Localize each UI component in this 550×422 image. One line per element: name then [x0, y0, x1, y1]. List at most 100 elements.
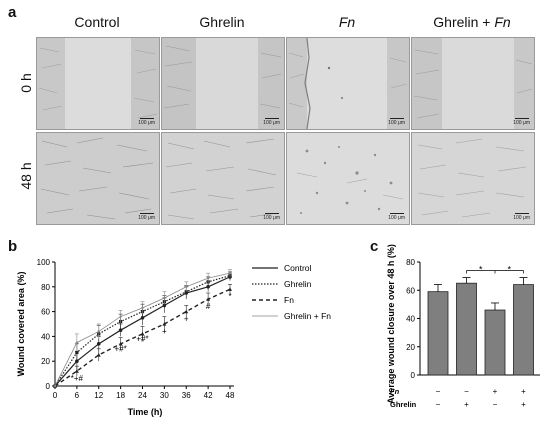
series-lines	[53, 269, 232, 388]
scale-bar	[390, 212, 404, 214]
micrograph-control-48h: 100 μm	[36, 132, 160, 225]
data-point	[185, 285, 188, 288]
bar-3	[513, 284, 534, 376]
bar-2	[484, 309, 506, 376]
scale-label: 100 μm	[263, 215, 280, 221]
scale-label: 100 μm	[138, 120, 155, 126]
data-point	[118, 328, 123, 332]
x-tick-label: 6	[75, 391, 80, 400]
significance-annotations: *+#+#*+#*++#*	[71, 292, 232, 383]
legend-label: Ghrelin	[284, 279, 312, 289]
y-tick-label: 80	[406, 258, 415, 267]
fn-sign: −	[436, 387, 441, 396]
y-tick-label: 20	[41, 357, 50, 366]
significance-mark: +	[184, 315, 189, 324]
y-axis-label: Wound covered area (%)	[16, 272, 26, 377]
ghrelin-sign: +	[521, 400, 526, 409]
micrograph-control-0h-image	[37, 38, 159, 129]
y-tick-label: 0	[411, 371, 416, 380]
ghrelin-sign: +	[464, 400, 469, 409]
y-tick-label: 80	[41, 283, 50, 292]
x-tick-label: 0	[53, 391, 58, 400]
legend-label: Control	[284, 263, 312, 273]
x-tick-label: 18	[116, 391, 125, 400]
data-point	[96, 342, 101, 346]
micrograph-fn-0h: 100 μm	[286, 37, 410, 130]
micrograph-ghrelin-48h-image	[162, 133, 284, 224]
significance-star: *	[479, 264, 483, 274]
legend: Control Ghrelin Fn Ghrelin + Fn	[252, 263, 331, 321]
bar-1	[456, 282, 477, 376]
data-point	[184, 309, 189, 314]
column-header-ghrelin-fn-italic: Fn	[494, 14, 511, 30]
significance-mark: #	[206, 302, 211, 311]
legend-label: Fn	[284, 295, 294, 305]
significance-star: *	[507, 264, 511, 274]
data-point	[140, 331, 145, 336]
data-point	[74, 369, 79, 373]
data-point	[119, 315, 122, 318]
y-axis-ticks: 0 20 40 60 80 100	[37, 258, 55, 391]
data-point	[75, 359, 79, 363]
data-point	[97, 330, 100, 333]
significance-mark: *+#	[71, 374, 84, 383]
y-axis-ticks: 0 20 40 60 80	[406, 258, 420, 380]
x-tick-label: 30	[160, 391, 169, 400]
micrograph-fn-48h-image	[287, 133, 409, 224]
panel-c-letter: c	[370, 238, 379, 255]
micrograph-fn-48h: 100 μm	[286, 132, 410, 225]
column-header-fn: Fn	[286, 14, 408, 30]
y-tick-label: 60	[406, 286, 415, 295]
scale-label: 100 μm	[263, 120, 280, 126]
micrograph-ghrelin-fn-48h: 100 μm	[411, 132, 535, 225]
significance-mark: +#*	[136, 334, 148, 343]
micrograph-control-48h-image	[37, 133, 159, 224]
scale-bar	[515, 212, 529, 214]
data-point	[228, 271, 232, 275]
column-header-ghrelin: Ghrelin	[199, 14, 245, 30]
scale-label: 100 μm	[388, 120, 405, 126]
scale-bar	[390, 117, 404, 119]
fn-sign: +	[521, 387, 526, 396]
treatment-rows: Fn Ghrelin − − + + − + − +	[390, 387, 526, 409]
x-axis-ticks: 0 6 12 18 24 30 36 42 48	[53, 386, 235, 400]
micrograph-ghrelin-fn-0h-image	[412, 38, 534, 129]
row-header-48h: 48 h	[18, 162, 34, 190]
ghrelin-sign: −	[436, 400, 441, 409]
significance-brackets: * *	[466, 264, 524, 274]
micrograph-ghrelin-48h: 100 μm	[161, 132, 285, 225]
column-header-control: Control	[74, 14, 120, 30]
scale-bar	[265, 117, 279, 119]
panel-b-letter: b	[8, 238, 18, 255]
scale-label: 100 μm	[513, 215, 530, 221]
micrograph-fn-0h-image	[287, 38, 409, 129]
significance-mark: *	[228, 292, 231, 301]
scale-label: 100 μm	[388, 215, 405, 221]
row-label-fn: Fn	[390, 387, 400, 396]
bar-0	[427, 291, 449, 376]
bars	[427, 277, 534, 376]
data-point	[184, 290, 188, 294]
micrograph-ghrelin-fn-0h: 100 μm	[411, 37, 535, 130]
data-point	[96, 353, 101, 357]
y-tick-label: 60	[41, 308, 50, 317]
y-tick-label: 20	[406, 343, 415, 352]
significance-mark: +	[162, 327, 167, 336]
y-tick-label: 100	[37, 258, 51, 267]
x-tick-label: 36	[182, 391, 191, 400]
column-header-ghrelin-fn: Ghrelin + Fn	[411, 14, 533, 30]
y-tick-label: 0	[46, 382, 51, 391]
y-axis-label-text: Average wound closure over 48 h (%)	[386, 244, 396, 404]
micrograph-ghrelin-0h: 100 μm	[161, 37, 285, 130]
y-tick-label: 40	[41, 332, 50, 341]
data-point	[206, 285, 210, 289]
x-tick-label: 48	[226, 391, 235, 400]
micrograph-ghrelin-fn-48h-image	[412, 133, 534, 224]
micrograph-ghrelin-0h-image	[162, 38, 284, 129]
series-line-2	[54, 288, 231, 387]
row-label-ghrelin: Ghrelin	[390, 400, 417, 409]
data-point	[163, 296, 166, 300]
scale-bar	[515, 117, 529, 119]
